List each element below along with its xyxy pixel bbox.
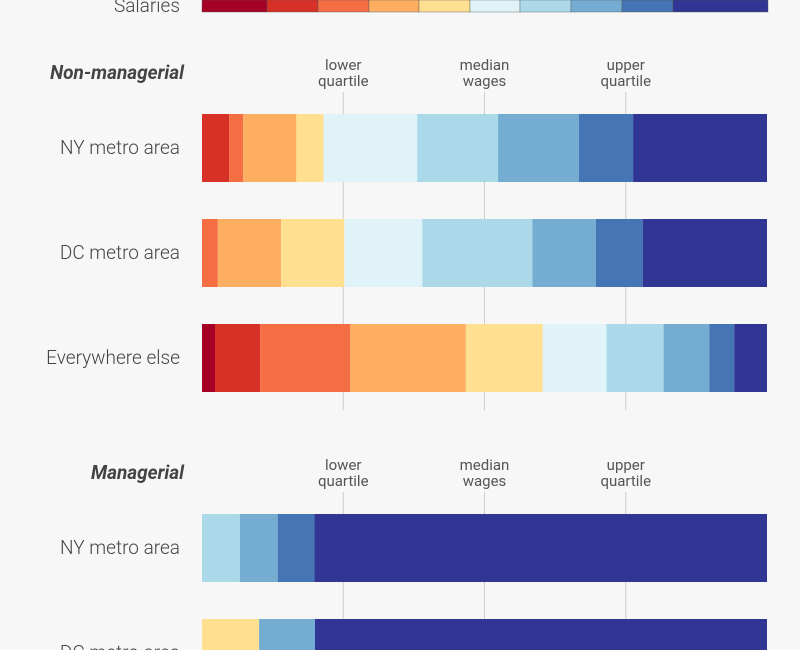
quartile-label: upper quartile <box>600 56 652 90</box>
bar-segment <box>595 219 643 287</box>
bar-segment <box>315 619 767 650</box>
bar-segment <box>202 619 260 650</box>
bar-segment <box>734 324 767 392</box>
bar-segment <box>542 324 607 392</box>
legend-title: Salaries <box>113 0 180 17</box>
bar-segment <box>259 619 315 650</box>
bar-segment <box>202 324 215 392</box>
quartile-label: median wages <box>459 56 510 90</box>
quartile-label: lower quartile <box>317 456 369 490</box>
legend-swatch <box>519 0 572 13</box>
category-label: NY metro area <box>60 136 180 159</box>
bar-segment <box>578 114 634 182</box>
category-label: DC metro area <box>59 241 180 264</box>
bar-segment <box>314 514 767 582</box>
bar-segment <box>498 114 579 182</box>
bar-segment <box>350 324 466 392</box>
bar-segment <box>417 114 499 182</box>
category-label: NY metro area <box>60 536 180 559</box>
bar-segment <box>229 114 244 182</box>
panel-title: Non-managerial <box>50 61 184 84</box>
bar-segment <box>709 324 735 392</box>
legend-swatch <box>368 0 420 13</box>
bar-segment <box>663 324 710 392</box>
bar-segment <box>532 219 596 287</box>
legend-swatch <box>469 0 521 13</box>
legend-swatch <box>672 0 769 13</box>
bar-segment <box>281 219 345 287</box>
bar-segment <box>296 114 324 182</box>
category-label: Everywhere else <box>46 346 180 369</box>
bar-segment <box>642 219 767 287</box>
legend-swatch <box>570 0 623 13</box>
legend-swatch <box>317 0 370 13</box>
bar-segment <box>465 324 543 392</box>
quartile-label: lower quartile <box>317 56 369 90</box>
bar-segment <box>202 114 230 182</box>
legend-swatch <box>266 0 319 13</box>
bar-segment <box>260 324 351 392</box>
legend-swatch <box>418 0 471 13</box>
bar-segment <box>277 514 315 582</box>
bar-segment <box>323 114 418 182</box>
legend-swatch <box>621 0 674 13</box>
legend-swatch <box>201 0 268 13</box>
bar-segment <box>243 114 297 182</box>
quartile-label: upper quartile <box>600 456 652 490</box>
bar-segment <box>239 514 278 582</box>
bar-segment <box>202 514 240 582</box>
bar-segment <box>422 219 533 287</box>
bar-segment <box>344 219 423 287</box>
bar-segment <box>202 219 218 287</box>
bar-segment <box>606 324 664 392</box>
panel-title: Managerial <box>90 461 184 484</box>
bar-segment <box>214 324 261 392</box>
category-label: DC metro area <box>0 641 180 650</box>
bar-segment <box>217 219 282 287</box>
bar-segment <box>633 114 767 182</box>
quartile-label: median wages <box>459 456 510 490</box>
